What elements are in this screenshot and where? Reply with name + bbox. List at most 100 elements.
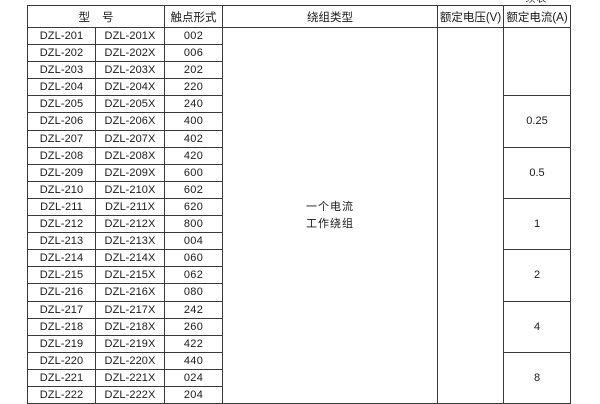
cell-contact-form: 240 [164, 95, 223, 114]
cell-model-b: DZL-220X [95, 351, 165, 370]
column-header-contact-form: 触点形式 [164, 5, 223, 28]
cell-rated-current: 1 [503, 197, 571, 251]
table-row: DZL-213 DZL-213X 004 [27, 232, 571, 251]
cell-contact-form: 060 [164, 249, 223, 268]
table-row: DZL-202 DZL-202X 006 [27, 44, 571, 63]
winding-type-line-1: 一个电流 [306, 201, 354, 214]
cell-model-b: DZL-222X [95, 385, 165, 404]
cell-contact-form: 002 [164, 26, 223, 46]
cell-rated-current: 0.5 [503, 146, 571, 199]
cell-model-a: DZL-211 [27, 197, 96, 217]
specification-table: 型号 触点形式 绕组类型 额定电压(V) 额定电流(A) DZL-201 DZL-… [27, 5, 571, 404]
table-row: DZL-214 DZL-214X 060 2 [27, 249, 571, 302]
cell-model-a: DZL-207 [27, 129, 96, 148]
cell-contact-form: 080 [164, 283, 223, 302]
cell-model-a: DZL-203 [27, 61, 96, 80]
column-header-model: 型号 [27, 5, 165, 28]
column-header-winding-type: 绕组类型 [222, 5, 438, 28]
cell-model-b: DZL-201X [95, 26, 165, 46]
cell-contact-form: 422 [164, 334, 223, 353]
cell-model-b: DZL-217X [95, 300, 165, 319]
cell-model-a: DZL-201 [27, 26, 96, 46]
table-row: DZL-216 DZL-216X 080 [27, 283, 571, 302]
cell-model-b: DZL-206X [95, 112, 165, 131]
column-header-model-char1: 型 [78, 11, 91, 24]
table-header: 型号 触点形式 绕组类型 额定电压(V) 额定电流(A) [27, 5, 571, 28]
cell-model-a: DZL-219 [27, 334, 96, 353]
cell-contact-form: 204 [164, 385, 223, 404]
table-row: DZL-215 DZL-215X 062 [27, 266, 571, 285]
table-row: DZL-212 DZL-212X 800 [27, 215, 571, 234]
cell-model-b: DZL-202X [95, 44, 165, 63]
cell-contact-form: 242 [164, 300, 223, 319]
specification-table-container: 型号 触点形式 绕组类型 额定电压(V) 额定电流(A) DZL-201 DZL-… [27, 5, 571, 404]
cell-model-b: DZL-203X [95, 61, 165, 80]
cell-model-b: DZL-204X [95, 78, 165, 97]
cell-model-a: DZL-213 [27, 232, 96, 251]
cell-contact-form: 202 [164, 61, 223, 80]
cell-contact-form: 600 [164, 163, 223, 182]
table-row: DZL-209 DZL-209X 600 [27, 163, 571, 182]
cell-rated-current [503, 26, 571, 97]
cell-model-a: DZL-206 [27, 112, 96, 131]
cell-model-b: DZL-218X [95, 317, 165, 336]
cell-model-b: DZL-219X [95, 334, 165, 353]
winding-type-line-2: 工作绕组 [306, 217, 354, 230]
cell-model-a: DZL-202 [27, 44, 96, 63]
cell-contact-form: 006 [164, 44, 223, 63]
cell-contact-form: 440 [164, 351, 223, 370]
table-row: DZL-201 DZL-201X 002 一个电流 工作绕组 [27, 26, 571, 404]
table-row: DZL-217 DZL-217X 242 4 [27, 300, 571, 353]
cell-model-a: DZL-212 [27, 215, 96, 234]
column-header-model-char2: 号 [102, 11, 114, 24]
cell-contact-form: 260 [164, 317, 223, 336]
table-row: DZL-222 DZL-222X 204 [27, 385, 571, 404]
table-row: DZL-206 DZL-206X 400 [27, 112, 571, 131]
table-row: DZL-220 DZL-220X 440 8 [27, 351, 571, 404]
cell-contact-form: 602 [164, 180, 223, 199]
table-body: DZL-201 DZL-201X 002 一个电流 工作绕组 DZL-202 DZL-202… [27, 26, 571, 404]
table-row: DZL-204 DZL-204X 220 [27, 78, 571, 97]
cell-model-a: DZL-220 [27, 351, 96, 370]
cell-model-b: DZL-209X [95, 163, 165, 182]
table-row: DZL-208 DZL-208X 420 0.5 [27, 146, 571, 199]
cell-model-a: DZL-221 [27, 368, 96, 387]
cell-model-b: DZL-214X [95, 249, 165, 268]
cell-model-a: DZL-217 [27, 300, 96, 319]
cell-model-a: DZL-208 [27, 146, 96, 165]
cell-model-a: DZL-215 [27, 266, 96, 285]
cell-contact-form: 062 [164, 266, 223, 285]
cell-contact-form: 004 [164, 232, 223, 251]
cell-rated-voltage [437, 26, 504, 404]
table-row: DZL-205 DZL-205X 240 0.25 [27, 95, 571, 148]
cell-rated-current: 4 [503, 300, 571, 353]
cell-model-a: DZL-214 [27, 249, 96, 268]
cell-model-b: DZL-210X [95, 180, 165, 199]
cell-contact-form: 420 [164, 146, 223, 165]
cell-model-b: DZL-208X [95, 146, 165, 165]
cell-winding-type: 一个电流 工作绕组 [222, 26, 438, 404]
cell-model-b: DZL-215X [95, 266, 165, 285]
cell-model-a: DZL-205 [27, 95, 96, 114]
table-row: DZL-218 DZL-218X 260 [27, 317, 571, 336]
cell-model-a: DZL-216 [27, 283, 96, 302]
cell-model-a: DZL-204 [27, 78, 96, 97]
cell-contact-form: 024 [164, 368, 223, 387]
cell-rated-current: 8 [503, 351, 571, 404]
cell-model-a: DZL-218 [27, 317, 96, 336]
cell-model-b: DZL-212X [95, 215, 165, 234]
cell-contact-form: 400 [164, 112, 223, 131]
table-row: DZL-219 DZL-219X 422 [27, 334, 571, 353]
cell-rated-current: 0.25 [503, 95, 571, 148]
cell-rated-current: 2 [503, 249, 571, 302]
cell-contact-form: 800 [164, 215, 223, 234]
table-row: DZL-211 DZL-211X 620 1 [27, 197, 571, 251]
table-row: DZL-221 DZL-221X 024 [27, 368, 571, 387]
column-header-rated-current: 额定电流(A) [503, 5, 571, 28]
cell-model-b: DZL-216X [95, 283, 165, 302]
table-row: DZL-203 DZL-203X 202 [27, 61, 571, 80]
cell-model-b: DZL-205X [95, 95, 165, 114]
cell-model-a: DZL-222 [27, 385, 96, 404]
column-header-rated-voltage: 额定电压(V) [437, 5, 504, 28]
